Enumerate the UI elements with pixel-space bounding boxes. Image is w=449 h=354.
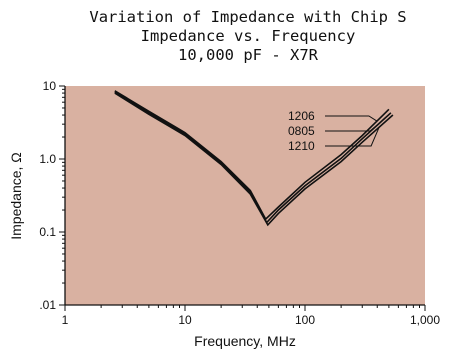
x-axis-label: Frequency, MHz xyxy=(194,333,296,349)
chart-title-line-1: Variation of Impedance with Chip S xyxy=(89,8,406,26)
legend-label-1206: 1206 xyxy=(288,109,315,123)
y-tick-label: .01 xyxy=(39,298,56,312)
y-tick-label: 10 xyxy=(43,79,57,93)
chart-title-line-2: Impedance vs. Frequency xyxy=(141,27,356,45)
series-line-1210 xyxy=(114,92,394,227)
legend-leader-1210 xyxy=(325,127,380,147)
plot-area xyxy=(65,86,425,305)
axes: 1 10 100 1,000 .01 0.1 1.0 10 xyxy=(39,79,440,327)
x-tick-label: 1 xyxy=(62,313,69,327)
chart-title-line-3: 10,000 pF - X7R xyxy=(178,46,319,64)
legend-label-0805: 0805 xyxy=(288,124,315,138)
y-axis-label: Impedance, Ω xyxy=(8,152,24,240)
legend-leader-1206 xyxy=(325,115,378,122)
x-tick-label: 10 xyxy=(178,313,192,327)
legend-leader-0805 xyxy=(325,124,379,132)
x-tick-label: 1,000 xyxy=(410,313,440,327)
series-group xyxy=(114,90,394,227)
y-tick-label: 0.1 xyxy=(39,225,56,239)
y-tick-label: 1.0 xyxy=(39,152,56,166)
legend-label-1210: 1210 xyxy=(288,139,315,153)
x-tick-label: 100 xyxy=(295,313,315,327)
